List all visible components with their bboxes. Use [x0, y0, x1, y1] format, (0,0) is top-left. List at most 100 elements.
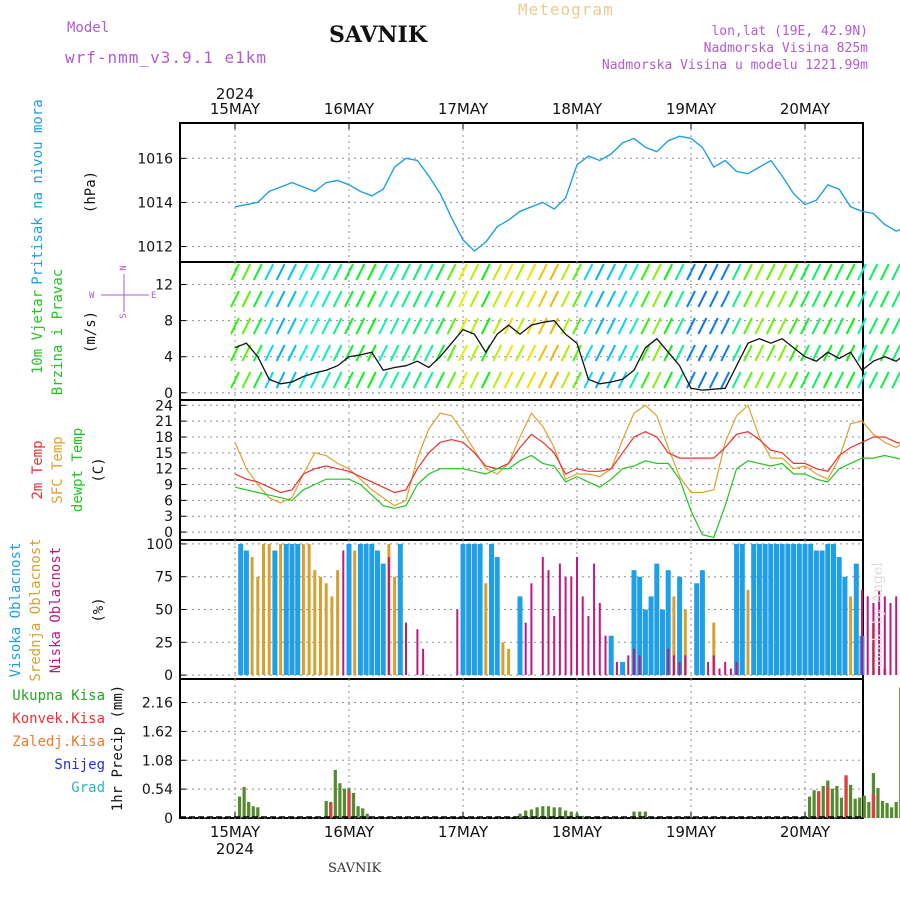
bar-mid	[279, 543, 283, 676]
wind-arrow	[800, 263, 810, 281]
wind-arrow	[389, 344, 400, 362]
wind-arrow	[811, 371, 822, 389]
wind-arrow	[230, 263, 240, 281]
wind-arrow	[355, 344, 366, 362]
bar-low	[570, 576, 573, 676]
bar-prec_conv	[817, 791, 821, 818]
wind-arrow	[743, 344, 753, 362]
bar-high	[642, 609, 648, 676]
sfc-temp-axis-label: SFC Temp	[50, 436, 66, 503]
wind-arrow	[560, 344, 571, 362]
bar-prec_conv	[844, 775, 848, 818]
bar-mid	[746, 589, 750, 676]
mid-cloud-axis-label: Srednja Oblacnost	[28, 538, 44, 681]
wind-arrow	[366, 371, 377, 389]
wind-arrow	[298, 317, 309, 335]
wind-arrow	[344, 263, 354, 281]
bar-mid	[683, 609, 687, 676]
wind-arrow	[834, 290, 845, 308]
wind-arrow	[822, 371, 833, 389]
bar-high	[785, 543, 791, 676]
bar-low	[558, 563, 561, 676]
wind-arrow	[252, 263, 263, 281]
wind-arrow	[845, 290, 856, 308]
wind-arrow	[857, 290, 867, 308]
bar-high	[272, 550, 278, 676]
cloud-unit-label: (%)	[91, 597, 107, 622]
wind-arrow	[503, 371, 514, 389]
compass-n: N	[119, 265, 129, 270]
wind-arrow	[458, 317, 468, 335]
wind-arrow	[811, 317, 822, 335]
series-line-sfc	[234, 404, 900, 507]
bar-prec_total	[524, 810, 528, 818]
wind-arrow	[309, 371, 320, 389]
year-label-top: 2024	[216, 85, 254, 103]
bar-prec_total	[835, 785, 839, 818]
wind-arrow	[241, 263, 252, 281]
bar-mid	[267, 543, 271, 676]
y-tick-label: 0	[164, 668, 173, 684]
bar-mid	[336, 570, 340, 676]
y-tick-label: 0	[164, 525, 173, 541]
wind-arrow	[868, 263, 879, 281]
wind-arrow	[366, 317, 377, 335]
wind-arrow	[777, 263, 788, 281]
wind-arrow	[503, 290, 514, 308]
wind-arrow	[526, 317, 537, 335]
bar-prec_total	[365, 813, 369, 818]
bar-high	[648, 596, 654, 676]
wind-arrow	[469, 263, 480, 281]
wind-arrow	[230, 371, 240, 389]
wind-arrow	[469, 317, 480, 335]
wind-arrow	[674, 317, 685, 335]
wind-axis-label-1: 10m Vjetar	[30, 290, 46, 374]
wind-arrow	[629, 371, 639, 389]
temp2m-axis-label: 2m Temp	[30, 440, 46, 499]
precip-legend-item: Konvek.Kisa	[12, 711, 105, 727]
bar-prec_total	[849, 784, 853, 818]
wind-arrow	[572, 317, 582, 335]
y-tick-label: 1012	[137, 240, 173, 256]
wind-arrow	[743, 371, 753, 389]
wind-arrow	[583, 371, 594, 389]
series-line-dew	[234, 454, 900, 539]
wind-arrow	[560, 290, 571, 308]
y-tick-label: 1.62	[142, 724, 173, 740]
wind-arrow	[446, 317, 457, 335]
bar-mid	[849, 596, 853, 676]
wind-arrow	[378, 317, 389, 335]
wind-arrow	[800, 317, 810, 335]
bar-low	[724, 661, 727, 676]
footer-station: SAVNIK	[328, 861, 382, 876]
bar-low	[678, 661, 681, 676]
wind-arrow	[754, 371, 765, 389]
wind-arrow	[651, 317, 662, 335]
wind-arrow	[378, 290, 389, 308]
wind-arrow	[252, 344, 263, 362]
bar-prec_conv	[826, 786, 830, 818]
precip-legend-item: Grad	[71, 780, 105, 796]
bar-low	[735, 661, 738, 676]
wind-arrow	[241, 290, 252, 308]
wind-arrow	[549, 263, 560, 281]
bar-high	[380, 563, 386, 676]
wind-arrow	[708, 371, 719, 389]
wind-arrow	[686, 344, 696, 362]
wind-arrow	[480, 371, 491, 389]
wind-arrow	[480, 290, 491, 308]
wind-arrow	[879, 290, 890, 308]
product-title: Meteogram	[518, 0, 614, 19]
bar-mid	[672, 596, 676, 676]
bar-high	[813, 550, 819, 676]
bar-low	[889, 602, 892, 676]
date-label-bottom: 18MAY	[552, 823, 603, 841]
wind-arrow	[389, 290, 400, 308]
wind-arrow	[857, 263, 867, 281]
wind-arrow	[492, 290, 503, 308]
date-label-bottom: 16MAY	[324, 823, 375, 841]
compass-s: S	[119, 313, 129, 318]
wind-arrow	[241, 317, 252, 335]
wind-arrow	[754, 344, 765, 362]
